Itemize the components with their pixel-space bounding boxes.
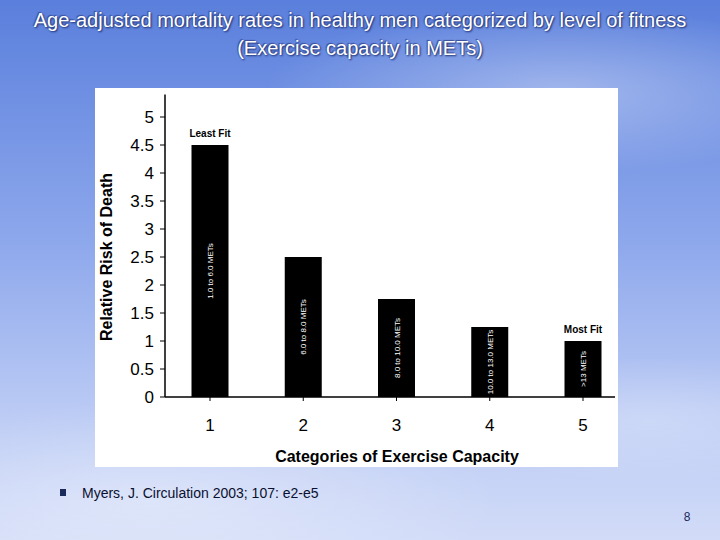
y-axis-title: Relative Risk of Death [98,173,115,341]
y-tick-label: 3.5 [130,192,154,211]
bar [565,341,602,397]
bar-label: 10.0 to 13.0 METs [486,330,495,394]
y-tick-label: 0 [145,388,154,407]
y-axis [164,95,166,397]
x-tick [489,397,490,401]
y-tick-label: 2 [145,276,154,295]
bar-label: 8.0 to 10.0 METs [393,318,402,378]
x-tick [303,397,304,401]
y-tick [160,201,165,202]
x-tick-label: 4 [485,416,494,435]
annotation: Most Fit [564,324,603,335]
bar-label: 6.0 to 8.0 METs [299,299,308,355]
bullet [60,489,66,496]
x-tick-label: 5 [578,416,587,435]
bar-label: >13 METs [579,351,588,387]
y-tick [160,341,165,342]
chart-panel [95,88,618,467]
y-tick-label: 4.5 [130,136,154,155]
annotation: Least Fit [189,128,231,139]
title: Age-adjusted mortality rates in healthy … [30,6,690,62]
y-tick-label: 3 [145,220,154,239]
y-tick [160,257,165,258]
x-tick [210,397,211,401]
bar [192,145,229,397]
x-axis [165,396,615,398]
bar [471,327,508,397]
bar [378,299,415,397]
y-tick-label: 0.5 [130,360,154,379]
y-tick-label: 2.5 [130,248,154,267]
y-tick [160,313,165,314]
bar [285,257,322,397]
page-number: 8 [684,510,691,524]
source: Myers, J. Circulation 2003; 107: e2-e5 [82,485,319,501]
y-tick-label: 1 [145,332,154,351]
y-tick [160,145,165,146]
bar-label: 1.0 to 6.0 METs [206,243,215,299]
y-tick [160,397,165,398]
y-tick [160,285,165,286]
x-tick-label: 3 [392,416,401,435]
y-tick [160,173,165,174]
y-tick-label: 5 [145,108,154,127]
x-tick [583,397,584,401]
y-tick [160,229,165,230]
y-tick [160,369,165,370]
y-tick [160,117,165,118]
x-tick-label: 1 [205,416,214,435]
x-axis-title: Categories of Exercise Capacity [275,448,519,465]
x-tick [396,397,397,401]
y-tick-label: 4 [145,164,154,183]
bars [192,145,602,397]
x-tick-label: 2 [299,416,308,435]
y-tick-label: 1.5 [130,304,154,323]
